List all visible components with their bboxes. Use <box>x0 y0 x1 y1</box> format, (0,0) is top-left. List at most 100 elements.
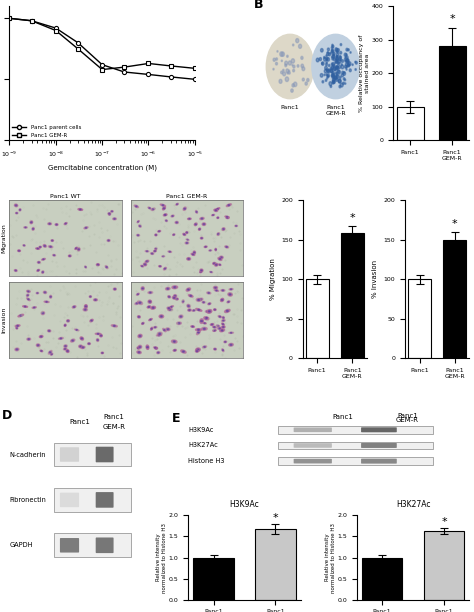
Ellipse shape <box>207 311 208 312</box>
Circle shape <box>336 51 337 53</box>
Legend: Panc1 parent cells, Panc1 GEM-R: Panc1 parent cells, Panc1 GEM-R <box>12 125 81 138</box>
Ellipse shape <box>214 289 219 291</box>
Ellipse shape <box>217 325 219 327</box>
Ellipse shape <box>229 343 233 346</box>
Ellipse shape <box>28 299 29 300</box>
Ellipse shape <box>168 251 172 252</box>
Ellipse shape <box>198 299 200 300</box>
Ellipse shape <box>225 341 226 342</box>
Ellipse shape <box>204 346 205 348</box>
Ellipse shape <box>175 222 178 223</box>
Ellipse shape <box>15 348 19 351</box>
Circle shape <box>331 56 333 58</box>
Circle shape <box>324 58 327 61</box>
Text: GEM-R: GEM-R <box>103 424 126 430</box>
Bar <box>397 106 424 140</box>
Ellipse shape <box>44 291 46 294</box>
Ellipse shape <box>47 330 51 332</box>
Ellipse shape <box>36 344 40 346</box>
Circle shape <box>326 62 328 64</box>
Bar <box>438 47 466 140</box>
Circle shape <box>327 58 329 61</box>
Ellipse shape <box>200 269 203 272</box>
Circle shape <box>285 77 289 81</box>
Ellipse shape <box>108 240 109 241</box>
Ellipse shape <box>48 245 53 248</box>
Ellipse shape <box>166 220 167 221</box>
Ellipse shape <box>158 352 159 353</box>
Ellipse shape <box>15 205 17 206</box>
Bar <box>255 529 296 600</box>
Ellipse shape <box>84 305 87 308</box>
Ellipse shape <box>219 256 223 259</box>
Ellipse shape <box>85 306 87 307</box>
Circle shape <box>336 56 339 61</box>
Circle shape <box>281 71 283 74</box>
Ellipse shape <box>188 289 189 290</box>
Circle shape <box>332 62 335 66</box>
Ellipse shape <box>202 346 207 348</box>
Ellipse shape <box>186 231 188 234</box>
Circle shape <box>336 72 337 73</box>
Circle shape <box>346 56 348 59</box>
Circle shape <box>321 62 324 65</box>
Ellipse shape <box>203 223 205 225</box>
FancyBboxPatch shape <box>96 447 114 462</box>
Ellipse shape <box>214 309 216 310</box>
Circle shape <box>344 72 345 73</box>
Circle shape <box>332 73 335 76</box>
Circle shape <box>347 65 348 67</box>
Circle shape <box>338 80 341 83</box>
Ellipse shape <box>202 302 205 303</box>
Circle shape <box>331 47 333 49</box>
Ellipse shape <box>179 315 183 318</box>
Ellipse shape <box>235 225 237 226</box>
Title: H3K9Ac: H3K9Ac <box>229 500 259 509</box>
Ellipse shape <box>114 218 115 219</box>
Ellipse shape <box>227 310 228 312</box>
Circle shape <box>348 62 351 65</box>
Ellipse shape <box>174 286 176 288</box>
Ellipse shape <box>169 296 170 297</box>
Ellipse shape <box>82 347 84 348</box>
Ellipse shape <box>204 246 207 247</box>
Ellipse shape <box>222 350 223 351</box>
Ellipse shape <box>196 308 202 311</box>
Ellipse shape <box>164 214 167 216</box>
Circle shape <box>334 68 336 70</box>
Circle shape <box>335 62 337 64</box>
Y-axis label: Relative intensity
normalized to Histone H3: Relative intensity normalized to Histone… <box>325 523 336 592</box>
Ellipse shape <box>32 228 34 230</box>
Ellipse shape <box>50 296 52 298</box>
Ellipse shape <box>78 209 82 211</box>
Ellipse shape <box>219 258 221 259</box>
Ellipse shape <box>31 222 32 223</box>
Ellipse shape <box>186 239 189 241</box>
Ellipse shape <box>151 208 155 211</box>
Ellipse shape <box>37 269 39 271</box>
Circle shape <box>333 80 335 82</box>
Ellipse shape <box>146 261 148 262</box>
Circle shape <box>336 78 338 81</box>
Circle shape <box>348 64 350 66</box>
Ellipse shape <box>221 257 222 258</box>
Ellipse shape <box>96 264 100 266</box>
Ellipse shape <box>159 266 162 267</box>
Ellipse shape <box>228 204 229 206</box>
Ellipse shape <box>145 260 149 263</box>
Ellipse shape <box>183 207 186 211</box>
Text: *: * <box>449 14 455 24</box>
Ellipse shape <box>204 317 209 320</box>
FancyBboxPatch shape <box>60 447 79 462</box>
Ellipse shape <box>80 209 81 210</box>
Circle shape <box>266 34 314 99</box>
Ellipse shape <box>174 350 175 351</box>
Ellipse shape <box>141 266 144 267</box>
Circle shape <box>289 70 290 72</box>
Ellipse shape <box>228 293 232 296</box>
Circle shape <box>338 65 341 69</box>
Circle shape <box>330 86 332 88</box>
Ellipse shape <box>172 340 177 343</box>
Circle shape <box>346 48 348 51</box>
Text: N-cadherin: N-cadherin <box>9 452 46 458</box>
